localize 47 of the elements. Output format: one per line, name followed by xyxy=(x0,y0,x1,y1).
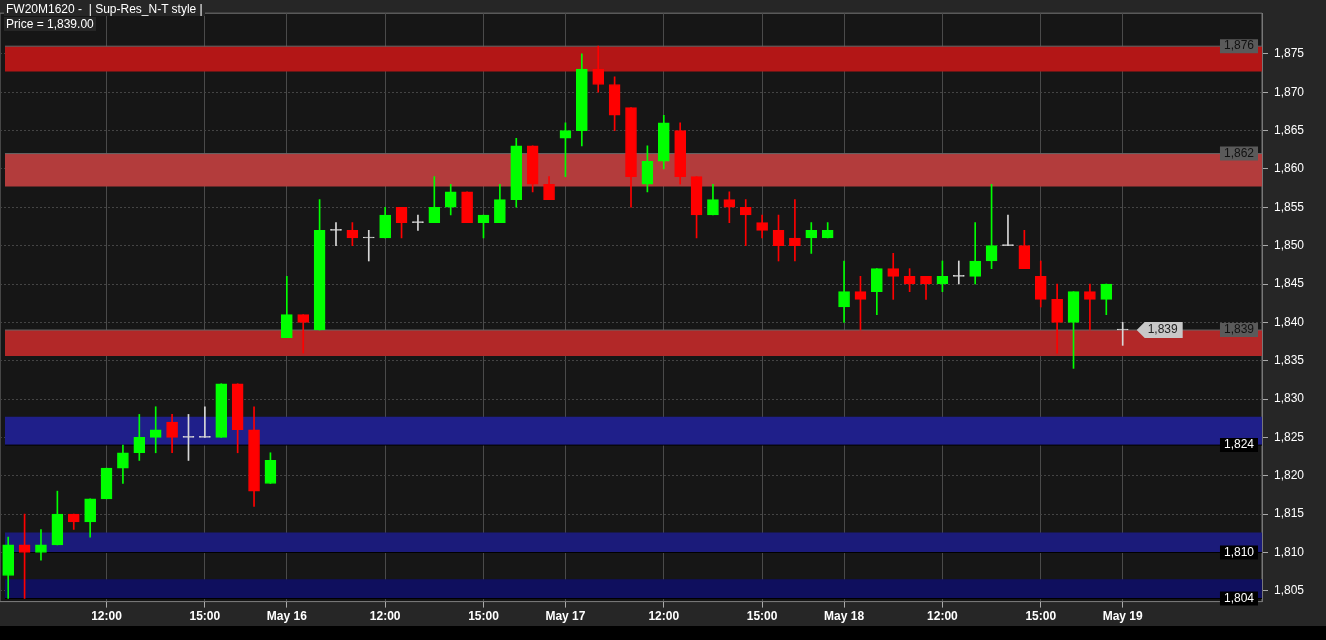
chart-subtitle: Price = 1,839.00 xyxy=(4,17,96,31)
candlestick xyxy=(330,222,342,246)
x-tick-label: 15:00 xyxy=(468,609,500,624)
x-tick-label: May 17 xyxy=(545,609,586,624)
y-tick-label: 1,850 xyxy=(1274,237,1305,252)
annotation: 1,839 xyxy=(1147,322,1179,337)
y-tick-label: 1,815 xyxy=(1274,506,1305,521)
y-tick-label: 1,820 xyxy=(1274,468,1305,483)
y-tick-label: 1,860 xyxy=(1274,161,1305,176)
candlestick xyxy=(805,222,818,254)
y-tick-label: 1,825 xyxy=(1274,429,1305,444)
x-tick-label: 12:00 xyxy=(927,609,959,624)
ref-line-label: 1,839 xyxy=(1223,322,1255,337)
y-tick-label: 1,805 xyxy=(1274,583,1305,598)
chart-title: FW20M1620 - | Sup-Res_N-T style | xyxy=(4,2,205,16)
candlestick xyxy=(1084,283,1096,331)
y-tick-label: 1,845 xyxy=(1274,276,1305,291)
candlestick xyxy=(789,199,801,262)
y-tick-label: 1,870 xyxy=(1274,84,1305,99)
x-tick-label: 12:00 xyxy=(369,609,401,624)
ref-line-label: 1,804 xyxy=(1223,590,1255,605)
y-tick-label: 1,865 xyxy=(1274,122,1305,137)
y-tick-label: 1,830 xyxy=(1274,391,1305,406)
candlestick xyxy=(739,199,752,246)
x-tick-label: 12:00 xyxy=(91,609,123,624)
x-tick-label: 15:00 xyxy=(189,609,221,624)
y-tick-label: 1,840 xyxy=(1274,314,1305,329)
candlestick xyxy=(35,529,47,561)
candlestick xyxy=(1116,322,1129,346)
candlestick xyxy=(149,406,162,454)
x-tick-label: May 16 xyxy=(266,609,308,624)
x-tick-label: 15:00 xyxy=(746,609,778,624)
y-tick-label: 1,875 xyxy=(1274,46,1305,61)
candlestick xyxy=(887,252,900,300)
candlestick xyxy=(362,229,375,262)
ref-line-label: 1,862 xyxy=(1223,145,1255,160)
x-tick-label: 12:00 xyxy=(648,609,680,624)
ref-line-label: 1,824 xyxy=(1223,437,1255,452)
candlestick xyxy=(297,314,310,354)
x-tick-label: 15:00 xyxy=(1025,609,1057,624)
y-tick-label: 1,835 xyxy=(1274,353,1305,368)
ref-line-label: 1,810 xyxy=(1223,544,1255,559)
ref-line-label: 1,876 xyxy=(1223,38,1255,53)
y-tick-label: 1,810 xyxy=(1274,544,1305,559)
x-tick-label: May 18 xyxy=(824,609,865,624)
x-tick-label: May 19 xyxy=(1102,609,1144,624)
y-tick-label: 1,855 xyxy=(1274,199,1305,214)
